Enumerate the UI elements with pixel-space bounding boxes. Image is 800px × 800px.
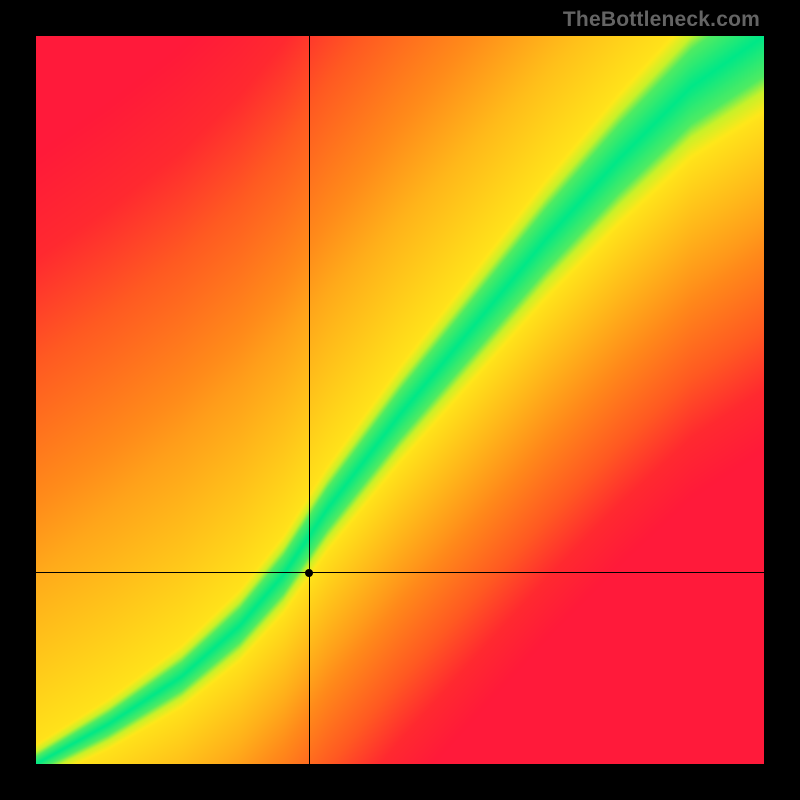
crosshair-vertical — [309, 36, 310, 764]
selection-point — [305, 569, 313, 577]
crosshair-horizontal — [36, 572, 764, 573]
chart-frame: TheBottleneck.com — [0, 0, 800, 800]
heatmap-canvas — [36, 36, 764, 764]
heatmap-plot-area — [36, 36, 764, 764]
watermark-text: TheBottleneck.com — [563, 8, 760, 32]
